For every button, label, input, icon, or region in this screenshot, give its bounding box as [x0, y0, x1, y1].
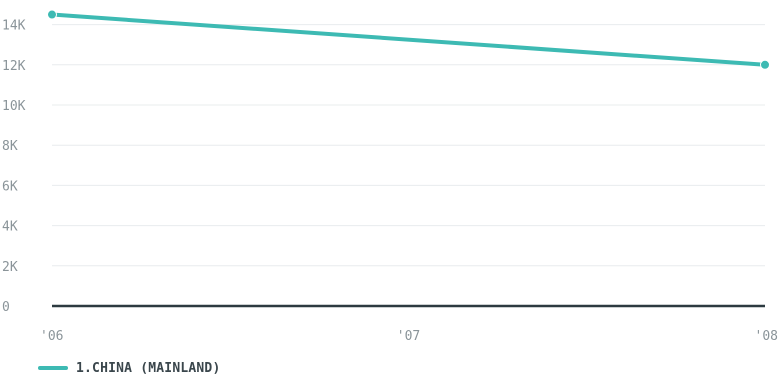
series-line	[50, 12, 767, 67]
y-tick-label: 2K	[2, 260, 18, 275]
x-tick-label: '08	[755, 329, 778, 344]
x-axis-ticks: '06 '07 '08	[40, 329, 778, 344]
y-tick-label: 14K	[2, 19, 26, 34]
data-point[interactable]	[760, 59, 770, 70]
y-tick-label: 8K	[2, 139, 18, 154]
y-axis-ticks: 0 2K 4K 6K 8K 10K 12K 14K	[2, 19, 26, 315]
grid-lines	[52, 24, 765, 267]
y-tick-label: 0	[2, 300, 10, 315]
legend: 1.CHINA (MAINLAND)	[38, 358, 220, 378]
legend-swatch	[38, 366, 68, 370]
legend-label-china-mainland: 1.CHINA (MAINLAND)	[76, 360, 221, 376]
y-tick-label: 10K	[2, 99, 26, 114]
line-chart: 0 2K 4K 6K 8K 10K 12K 14K '06 '07 '08	[2, 9, 778, 344]
y-tick-label: 6K	[2, 179, 18, 194]
x-tick-label: '07	[397, 329, 420, 344]
y-tick-label: 12K	[2, 59, 26, 74]
y-tick-label: 4K	[2, 220, 18, 235]
x-tick-label: '06	[40, 329, 63, 344]
data-point[interactable]	[47, 9, 57, 20]
series-layer	[47, 9, 770, 70]
